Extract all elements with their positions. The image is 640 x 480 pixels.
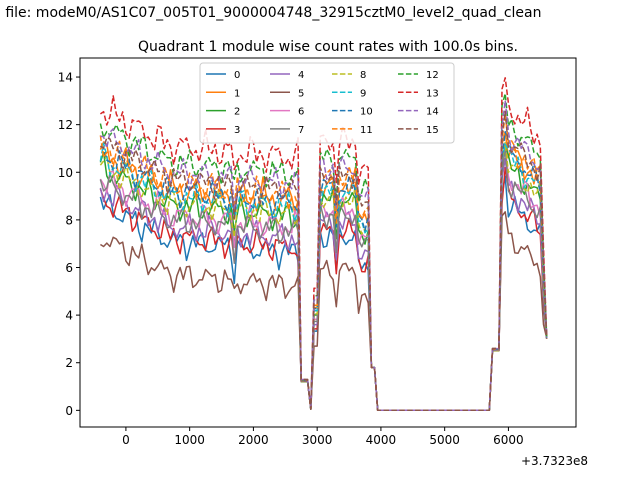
- series-line-5: [100, 211, 548, 412]
- legend-label-1: 1: [234, 88, 240, 99]
- series-line-7: [99, 146, 548, 412]
- legend-label-6: 6: [298, 107, 304, 118]
- x-axis: 0 1000 2000 3000 4000 5000 6000: [122, 427, 524, 447]
- x-tick-label: 1000: [174, 433, 205, 447]
- series-line-6: [99, 146, 548, 412]
- legend-label-15: 15: [426, 125, 439, 136]
- legend-label-3: 3: [234, 125, 240, 136]
- x-offset-label: +3.7323e8: [521, 454, 588, 468]
- x-tick-label: 4000: [366, 433, 397, 447]
- series-line-3: [99, 167, 548, 412]
- legend-label-2: 2: [234, 107, 240, 118]
- x-tick-label: 6000: [493, 433, 524, 447]
- figure-suptitle: n file: modeM0/AS1C07_005T01_9000004748_…: [0, 5, 541, 21]
- y-axis: 0 2 4 6 8 10 12 14: [58, 71, 80, 418]
- legend-label-5: 5: [298, 88, 304, 99]
- legend-label-12: 12: [426, 70, 439, 81]
- series-line-10: [100, 130, 548, 412]
- y-tick-label: 14: [58, 71, 73, 85]
- x-tick-label: 0: [122, 433, 130, 447]
- y-tick-label: 2: [65, 356, 73, 370]
- y-tick-label: 4: [65, 309, 73, 323]
- y-tick-label: 10: [58, 166, 73, 180]
- series-line-9: [99, 142, 548, 412]
- x-tick-label: 3000: [302, 433, 333, 447]
- legend-label-10: 10: [360, 107, 373, 118]
- legend-label-8: 8: [360, 70, 366, 81]
- legend-label-9: 9: [360, 88, 366, 99]
- y-tick-label: 0: [65, 404, 73, 418]
- x-tick-label: 2000: [238, 433, 269, 447]
- series-line-15: [100, 110, 548, 412]
- legend-box: [199, 62, 455, 144]
- series-line-14: [100, 99, 548, 412]
- legend-label-13: 13: [426, 88, 439, 99]
- legend-label-4: 4: [298, 70, 304, 81]
- series-line-2: [99, 145, 548, 412]
- y-tick-label: 12: [58, 118, 73, 132]
- legend-label-14: 14: [426, 107, 439, 118]
- legend-label-0: 0: [234, 70, 240, 81]
- y-tick-label: 6: [65, 261, 73, 275]
- y-tick-label: 8: [65, 213, 73, 227]
- x-tick-label: 5000: [429, 433, 460, 447]
- chart-title: Quadrant 1 module wise count rates with …: [138, 39, 518, 55]
- legend-label-7: 7: [298, 125, 304, 136]
- legend-label-11: 11: [360, 125, 373, 136]
- axes-frame: [79, 57, 577, 428]
- series-line-8: [99, 141, 548, 412]
